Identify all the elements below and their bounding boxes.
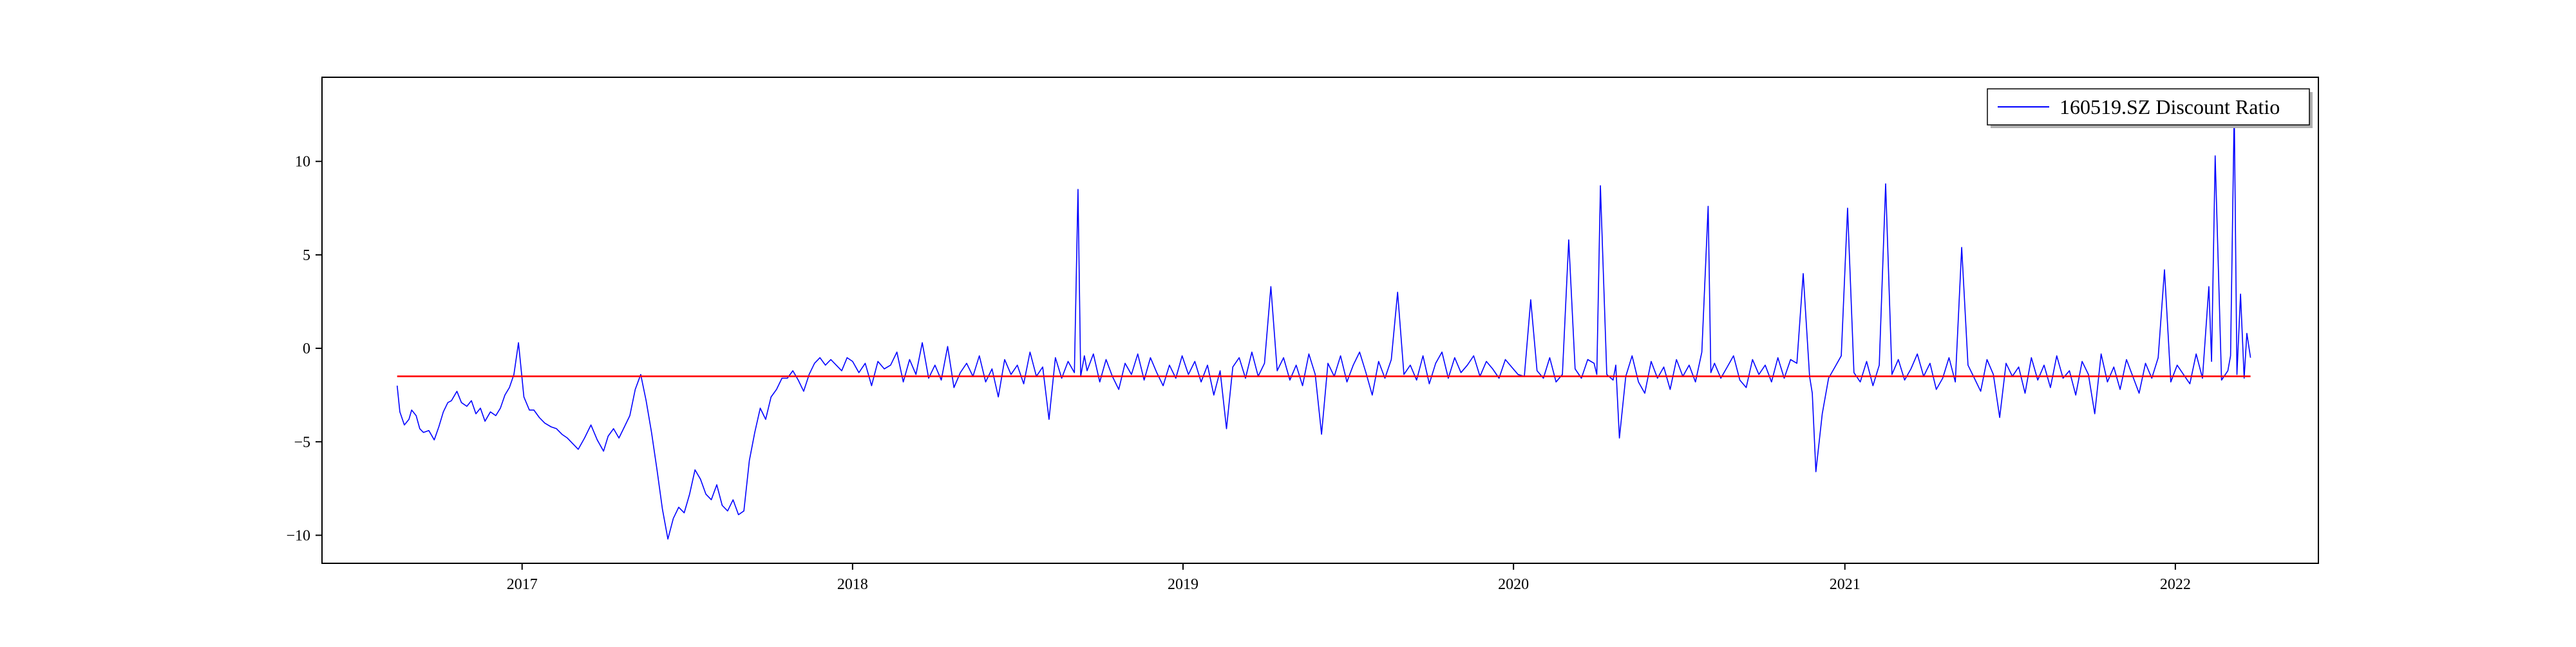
axes-frame: [321, 77, 2319, 564]
x-axis: 2017 2018 2019 2020 2021 2022: [507, 563, 2191, 593]
legend-label: 160519.SZ Discount Ratio: [2060, 95, 2280, 118]
y-tick-label: 5: [303, 247, 310, 264]
y-tick-label: −10: [286, 527, 310, 544]
series-line-discount-ratio: [396, 108, 2251, 540]
y-axis: −10 −5 0 5 10: [286, 154, 322, 544]
y-tick-label: −5: [294, 434, 310, 451]
x-tick-label: 2017: [507, 576, 538, 593]
x-tick-label: 2018: [837, 576, 868, 593]
x-tick-label: 2021: [1830, 576, 1861, 593]
x-tick-label: 2020: [1498, 576, 1529, 593]
series-layer: [396, 108, 2251, 540]
legend: 160519.SZ Discount Ratio: [1987, 88, 2313, 128]
y-tick-label: 10: [295, 154, 310, 171]
y-tick-label: 0: [303, 341, 310, 357]
x-tick-label: 2022: [2160, 576, 2191, 593]
x-tick-label: 2019: [1168, 576, 1198, 593]
